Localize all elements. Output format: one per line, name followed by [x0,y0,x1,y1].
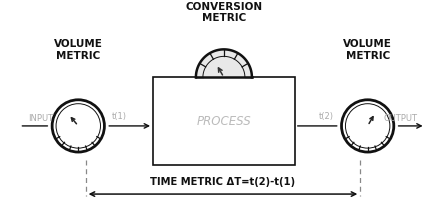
Polygon shape [196,49,252,77]
Text: VOLUME
METRIC: VOLUME METRIC [54,39,103,61]
Text: t(2): t(2) [319,112,334,121]
Text: OUTPUT: OUTPUT [383,114,417,123]
Text: PROCESS: PROCESS [197,115,251,128]
Text: INPUT: INPUT [28,114,53,123]
Text: t(1): t(1) [112,112,127,121]
Bar [153,77,295,165]
Text: VOLUME
METRIC: VOLUME METRIC [343,39,392,61]
Text: CONVERSION
METRIC: CONVERSION METRIC [185,2,263,23]
Text: TIME METRIC ΔT=t(2)-t(1): TIME METRIC ΔT=t(2)-t(1) [150,177,295,187]
